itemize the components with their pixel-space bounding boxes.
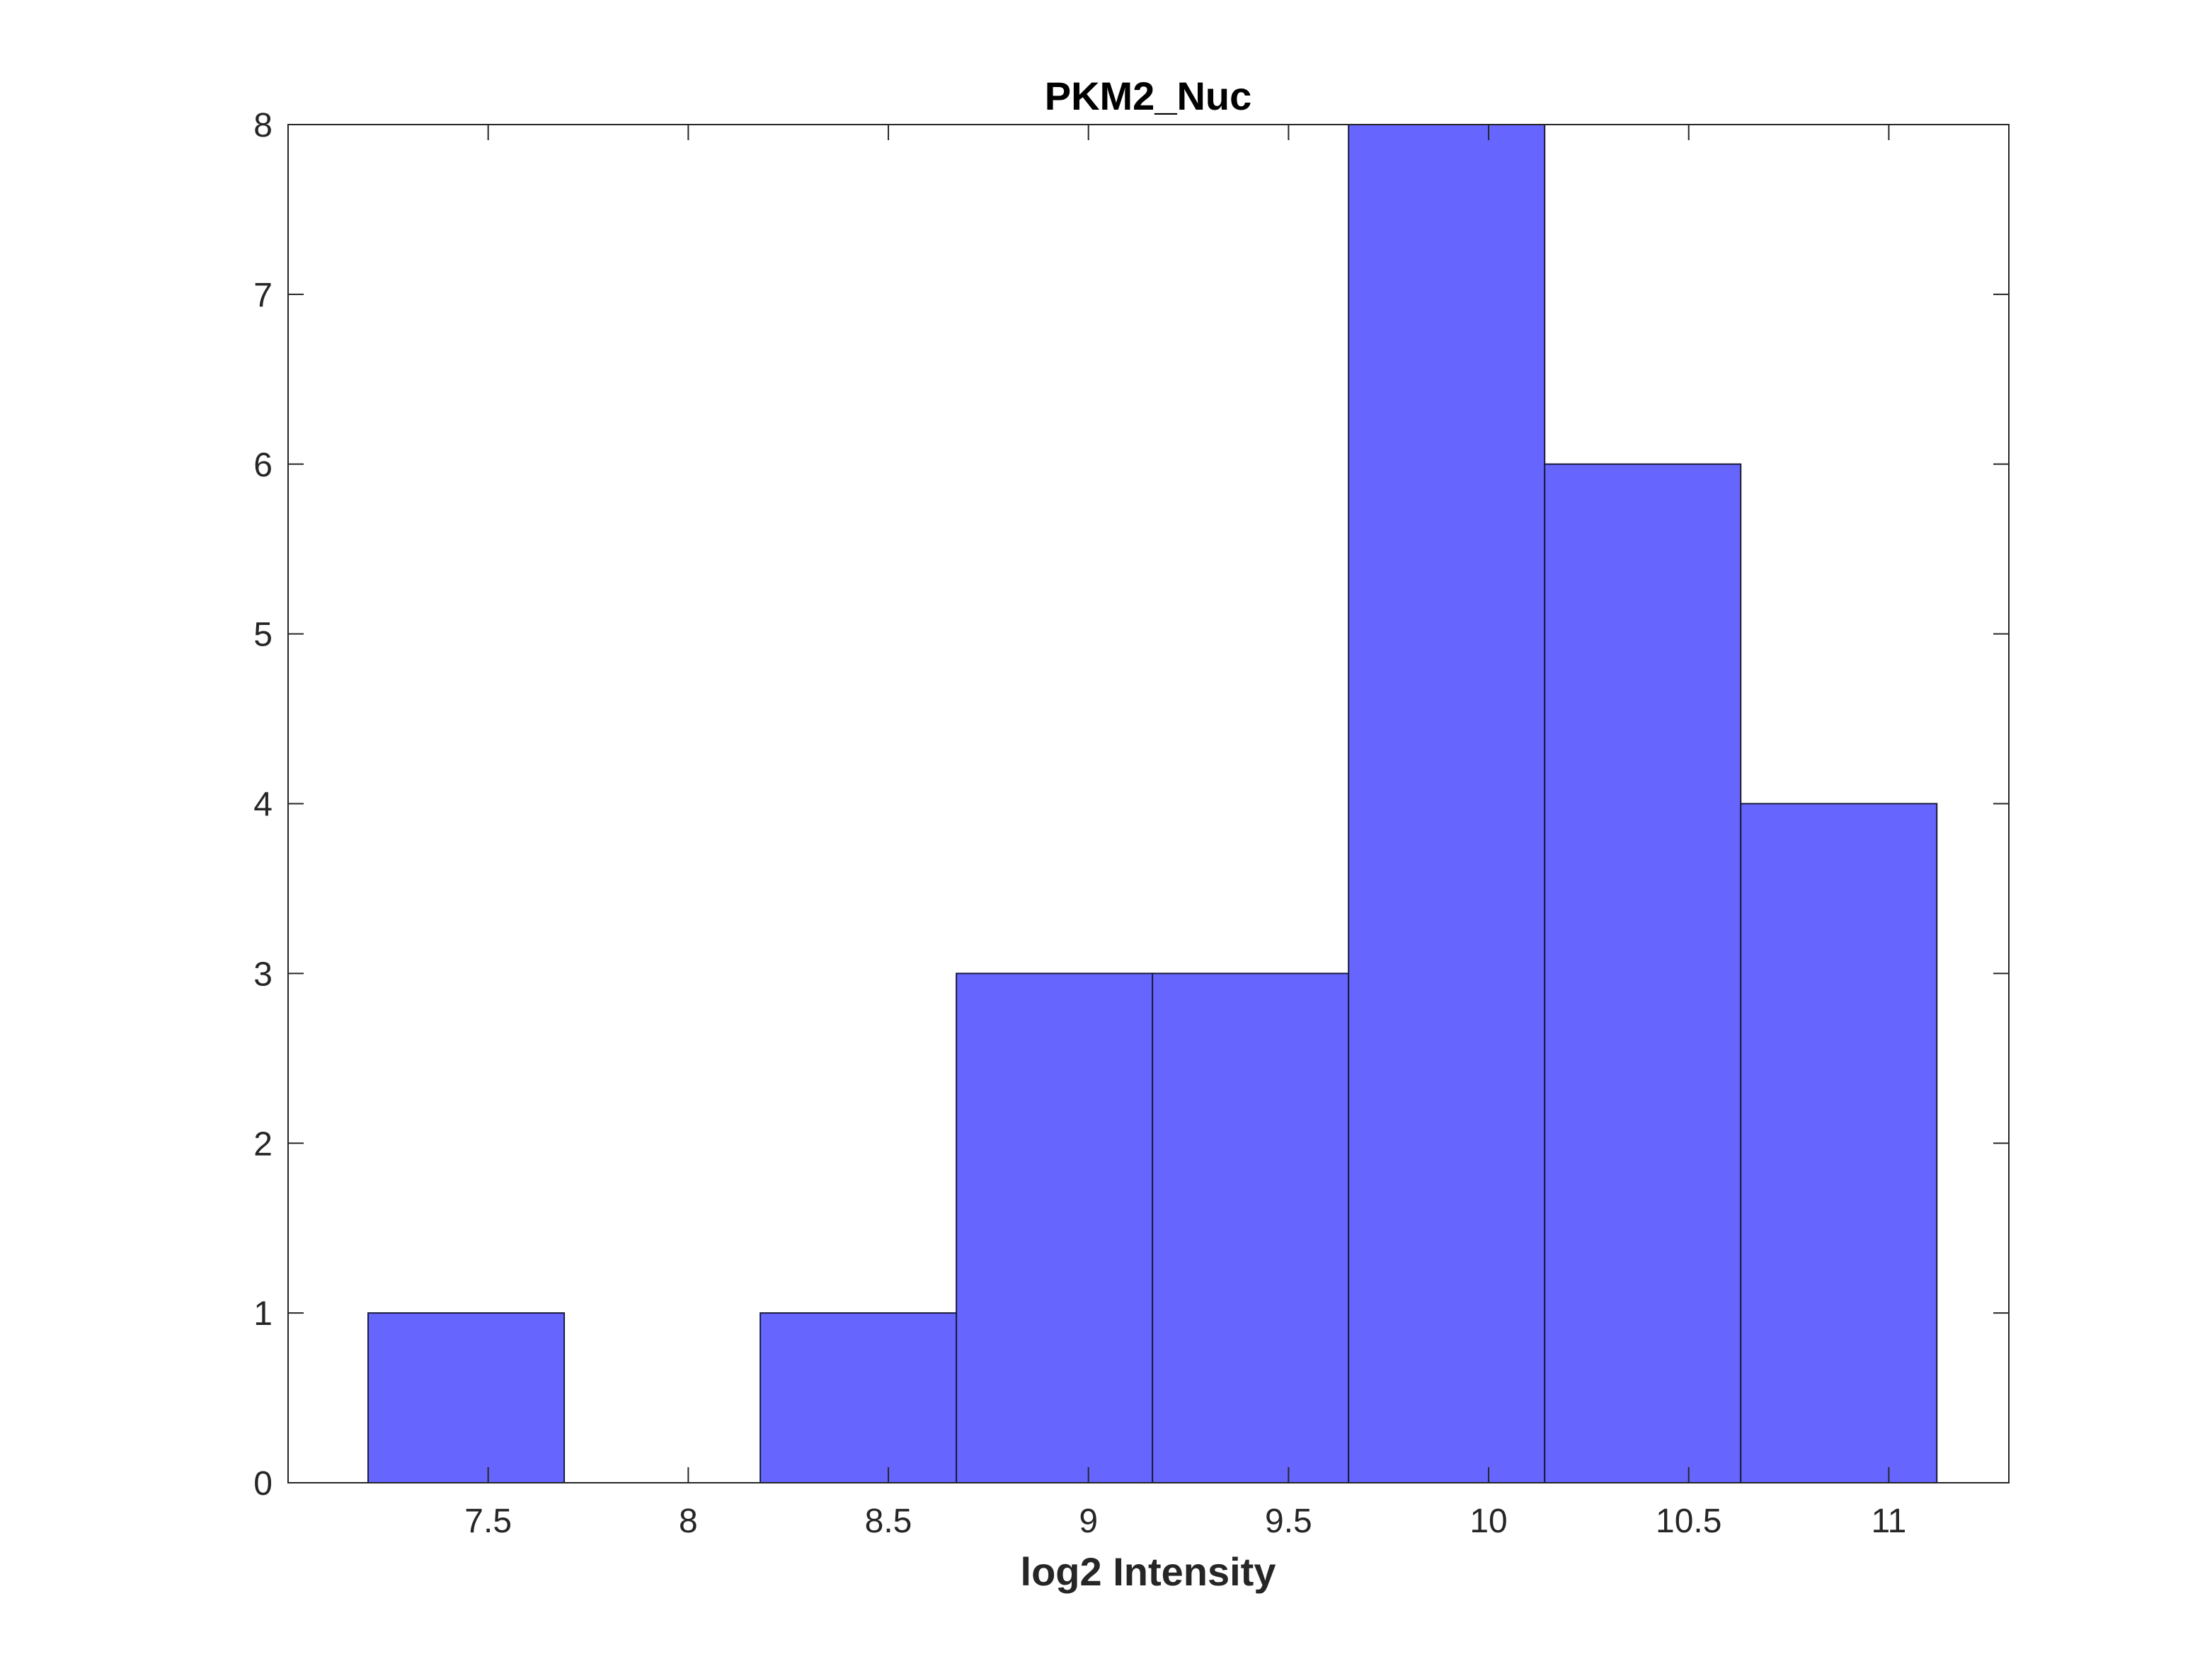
x-tick-label: 11 — [1871, 1503, 1906, 1540]
histogram-bar — [1348, 124, 1546, 1483]
y-tick-label: 1 — [253, 1295, 273, 1333]
x-tick-label: 8 — [679, 1503, 698, 1540]
y-tick-label: 7 — [253, 277, 273, 314]
chart-title: PKM2_Nuc — [1045, 74, 1252, 118]
x-tick-label: 9.5 — [1265, 1503, 1312, 1540]
y-tick-label: 5 — [253, 616, 273, 654]
y-tick-label: 2 — [253, 1125, 273, 1163]
histogram-bar — [760, 1312, 958, 1483]
y-tick-label: 4 — [253, 786, 273, 824]
y-tick-label: 3 — [253, 955, 273, 993]
histogram-bar — [1544, 463, 1742, 1483]
histogram-bar — [1152, 972, 1350, 1483]
y-tick-label: 0 — [253, 1465, 273, 1503]
y-tick-label: 6 — [253, 447, 273, 484]
x-axis-label: log2 Intensity — [1021, 1549, 1276, 1594]
histogram-bar — [367, 1312, 566, 1483]
x-tick-label: 8.5 — [865, 1503, 912, 1540]
plot-frame — [287, 124, 2010, 1483]
x-tick-label: 9 — [1079, 1503, 1098, 1540]
histogram-bar — [956, 972, 1154, 1483]
x-tick-label: 10.5 — [1656, 1503, 1721, 1540]
bars-group — [367, 124, 1938, 1483]
x-tick-label: 10 — [1469, 1503, 1507, 1540]
x-tick-label: 7.5 — [464, 1503, 512, 1540]
histogram-bar — [1740, 803, 1938, 1483]
y-tick-label: 8 — [253, 107, 273, 144]
